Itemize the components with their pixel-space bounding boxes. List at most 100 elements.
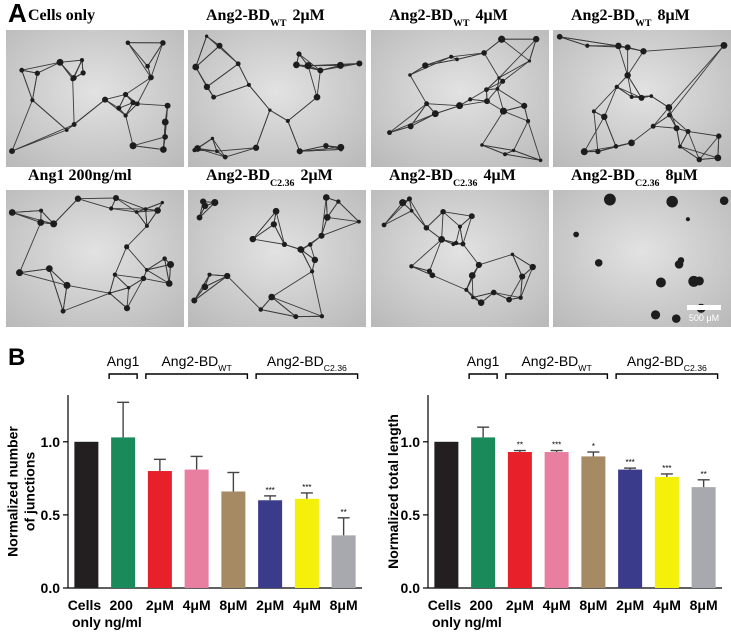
network-strand (62, 292, 110, 312)
network-strand (603, 86, 618, 117)
bar (74, 441, 99, 588)
network-strand (462, 216, 473, 245)
group-bracket (615, 373, 719, 379)
cell-cluster (519, 273, 526, 280)
cell-cluster (480, 143, 484, 147)
x-tick-label: 200 ng/ml (104, 597, 141, 630)
bar (691, 487, 716, 588)
cell-cluster (34, 70, 40, 76)
network-strand (651, 95, 670, 108)
micrograph-bg (6, 190, 184, 327)
network-strand (496, 88, 504, 112)
network-strand (21, 69, 38, 74)
cell-cluster (9, 148, 15, 155)
group-label: Ang2-BDC2.36 (267, 353, 347, 373)
cell-cluster (624, 44, 631, 51)
network-strand (307, 65, 318, 98)
group-bracket (108, 373, 138, 379)
network-strand (136, 210, 158, 213)
cell-cluster (453, 240, 459, 246)
cell-cluster (457, 224, 462, 229)
cell-cluster (203, 83, 211, 90)
network-strand (11, 99, 33, 152)
cell-cluster (336, 61, 344, 69)
label-main: Ang2-BD (267, 353, 324, 369)
cell-cluster (666, 195, 678, 208)
cell-cluster (63, 281, 71, 289)
network-strand (237, 63, 250, 86)
bar (294, 498, 319, 588)
cell-cluster (678, 144, 682, 149)
cell-cluster (714, 154, 722, 162)
cell-cluster (640, 48, 647, 55)
cell-cluster (449, 54, 454, 59)
cell-cluster (235, 61, 241, 67)
network-strand (383, 202, 404, 226)
label-main: Ang2-BD (206, 167, 270, 184)
cell-cluster (407, 123, 414, 130)
label-dose: 2μM (293, 7, 325, 24)
label-main: Ang1 (107, 353, 140, 369)
y-axis-label: of junctions (22, 452, 38, 532)
network-strand (271, 296, 297, 318)
network-strand (206, 63, 239, 88)
network-strand (643, 44, 725, 52)
network-strand (503, 110, 529, 122)
network-strand (687, 131, 700, 160)
cell-cluster (310, 269, 315, 274)
x-tick-label: 4μM (653, 597, 681, 613)
cell-cluster (408, 73, 412, 77)
network-strand (195, 36, 208, 68)
cell-cluster (471, 295, 475, 300)
bar (618, 469, 643, 588)
cell-cluster (317, 67, 324, 74)
significance-label: ** (517, 441, 523, 450)
network-strand (115, 197, 137, 213)
cell-cluster (696, 156, 703, 163)
cell-cluster (694, 276, 704, 286)
network-strand (127, 42, 152, 78)
cell-cluster (438, 236, 445, 243)
network-strand (426, 211, 444, 229)
network-strand (19, 222, 42, 273)
network-strand (425, 56, 452, 66)
bar (331, 535, 356, 588)
network-strand (12, 212, 41, 223)
cell-cluster (164, 102, 171, 109)
cell-cluster (272, 207, 280, 215)
network-strand (126, 287, 130, 309)
label-main: Ang2-BD (627, 353, 684, 369)
cell-cluster (125, 40, 131, 46)
network-strand (143, 278, 170, 284)
network-strand (109, 274, 116, 294)
x-tick-label: 8μM (219, 597, 247, 613)
cell-cluster (39, 208, 44, 213)
cell-cluster (268, 293, 275, 301)
cell-cluster (201, 283, 209, 291)
network-strand (77, 197, 117, 200)
cell-cluster (140, 275, 147, 282)
cell-cluster (455, 57, 459, 62)
bar (471, 437, 496, 588)
cell-cluster (426, 268, 433, 274)
label-subscript: WT (270, 18, 287, 29)
network-strand (31, 73, 38, 101)
cell-cluster (30, 98, 35, 103)
network-strand (114, 274, 144, 279)
bar (221, 491, 246, 588)
cell-cluster (429, 272, 436, 279)
x-tick-label: 4μM (183, 597, 211, 613)
micrograph (371, 190, 549, 327)
network-strand (127, 42, 148, 67)
cell-cluster (614, 84, 619, 90)
network-strand (486, 77, 500, 90)
network-strand (115, 197, 146, 210)
cell-cluster (192, 63, 200, 71)
group-label: Ang2-BDC2.36 (627, 353, 707, 373)
panel-label: B (8, 344, 25, 371)
network-strand (136, 211, 148, 227)
network-strand (111, 208, 146, 210)
network-strand (527, 120, 542, 161)
cell-cluster (495, 86, 500, 91)
x-tick-label: 8μM (579, 597, 607, 613)
